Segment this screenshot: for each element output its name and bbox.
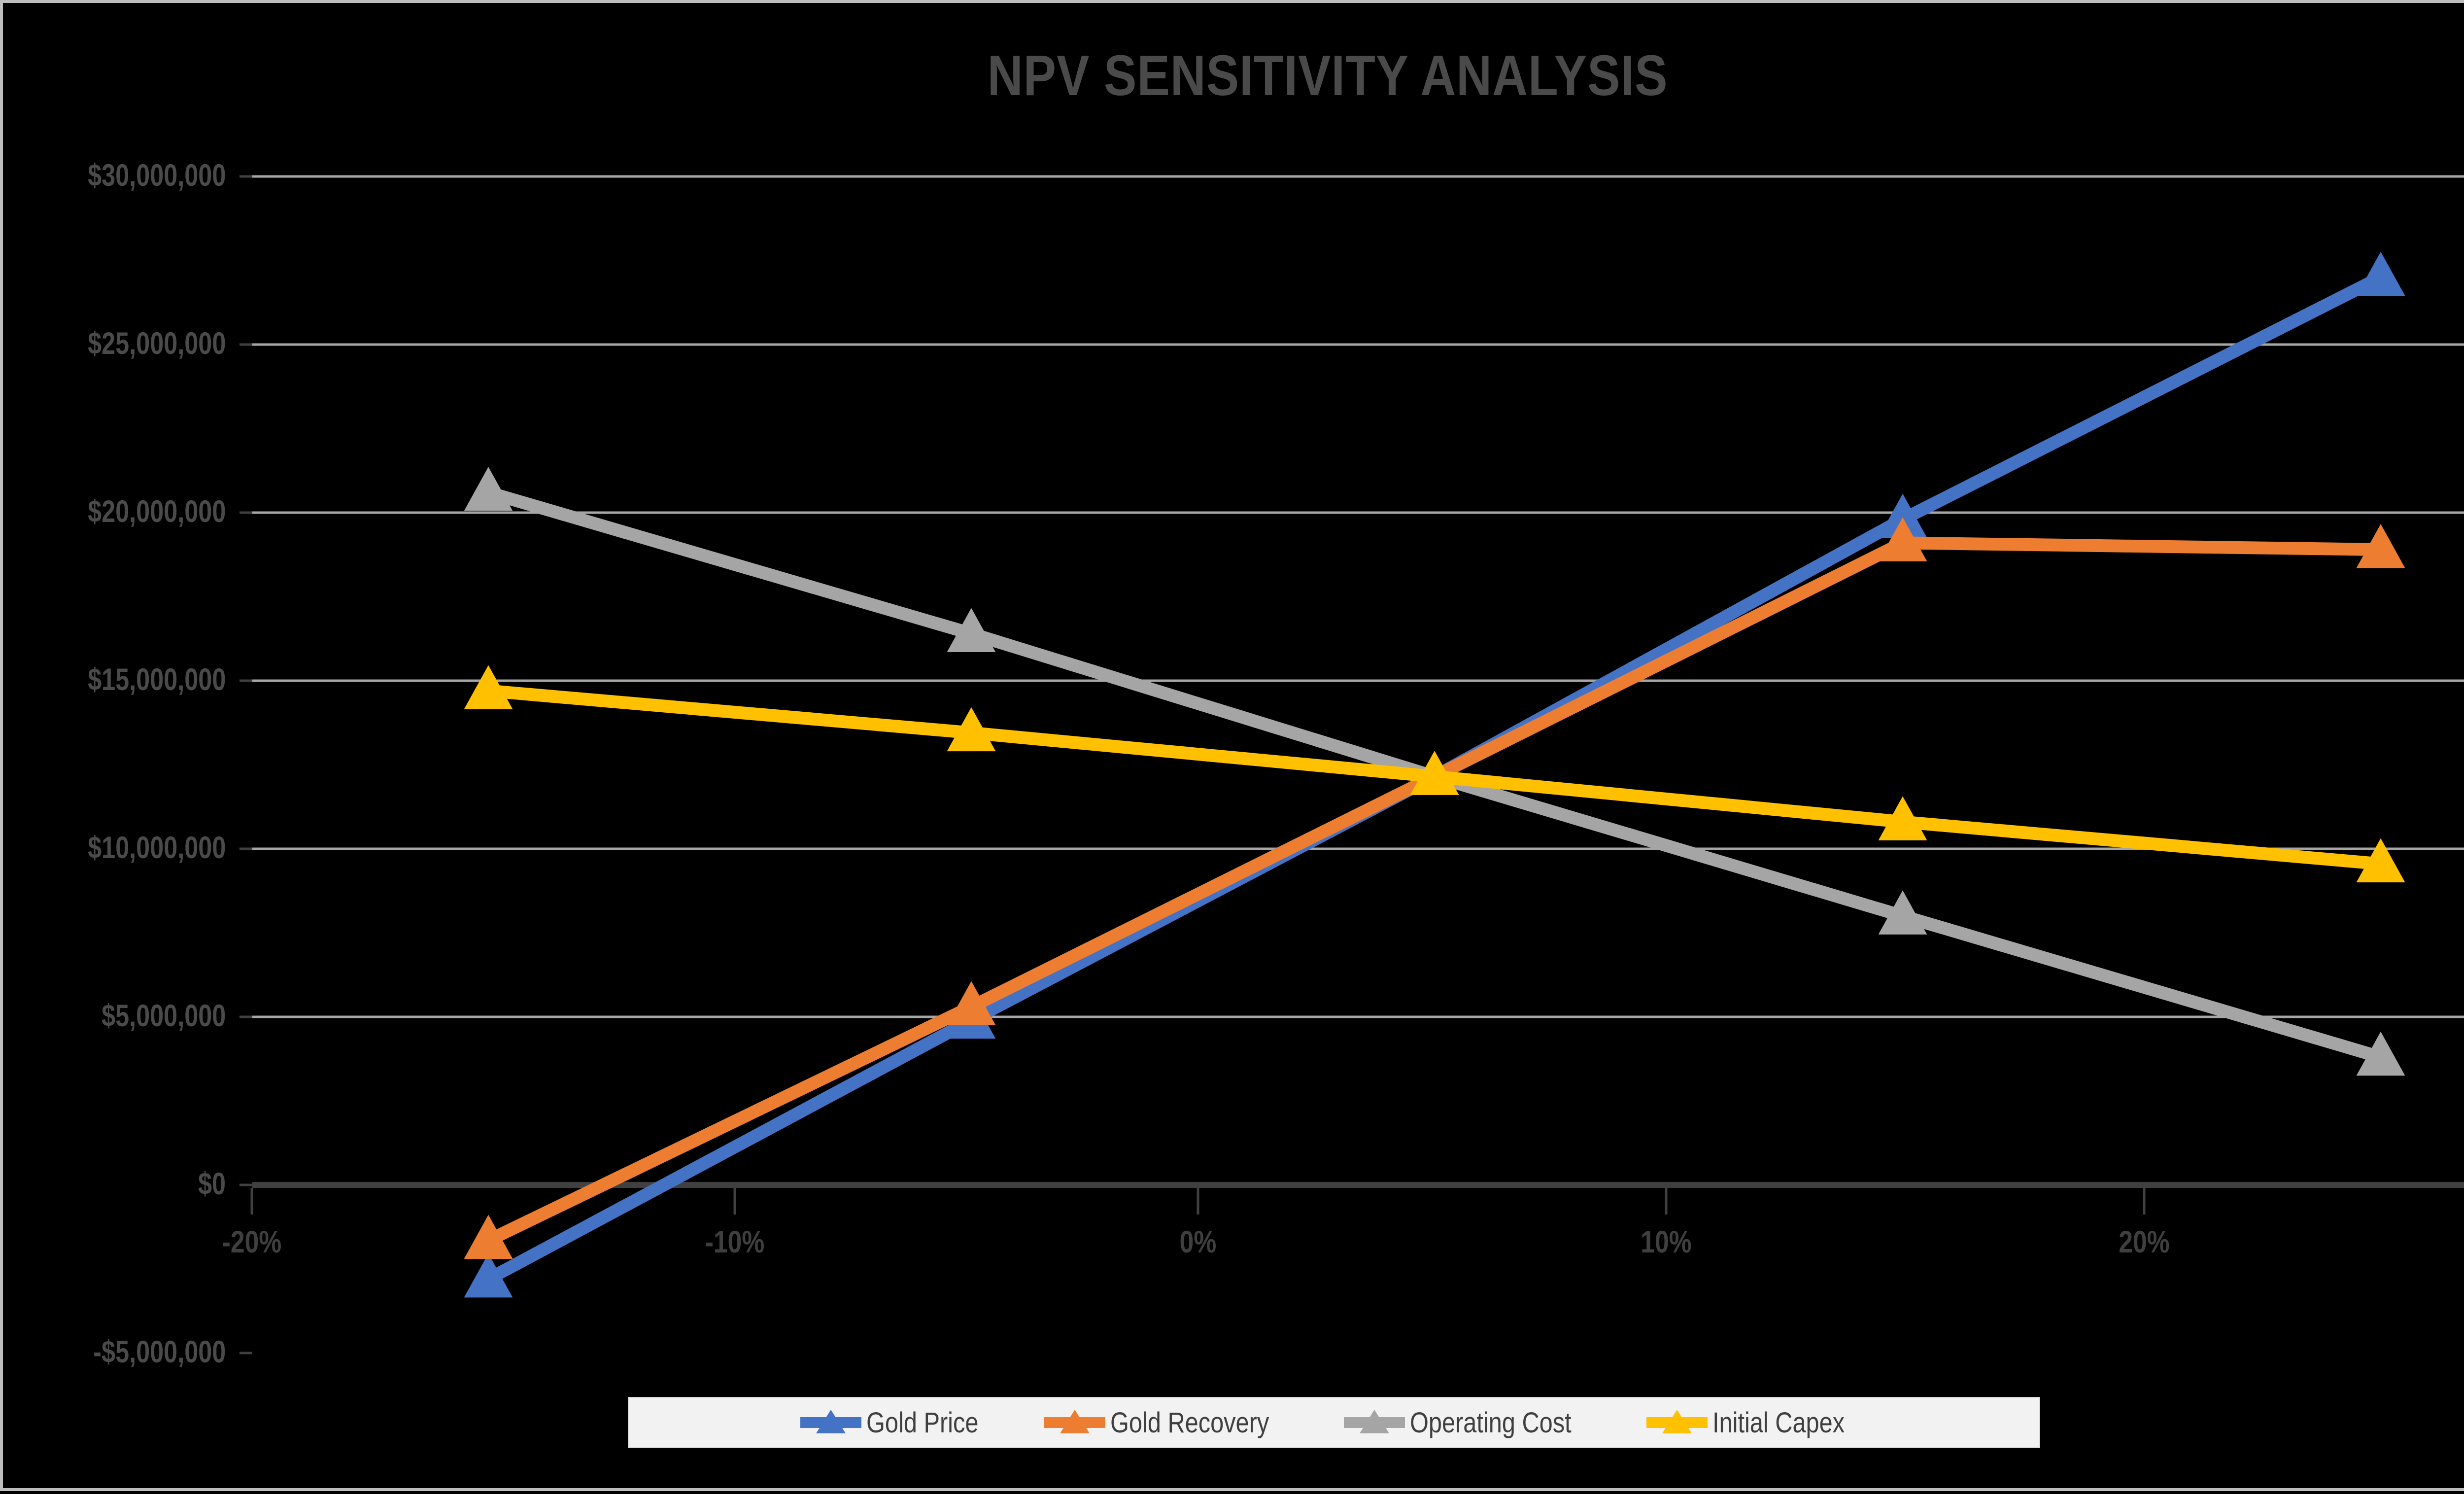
data-point-marker[interactable]: [947, 707, 996, 752]
data-point-marker[interactable]: [1878, 796, 1927, 840]
legend-item-label: Initial Capex: [1712, 1406, 1845, 1439]
data-point-marker[interactable]: [947, 981, 996, 1025]
data-point-marker[interactable]: [2356, 1031, 2405, 1076]
data-point-marker[interactable]: [464, 467, 513, 511]
legend-item-label: Operating Cost: [1409, 1406, 1572, 1439]
chart-legend[interactable]: Gold Price Gold Recovery Operating Cost Ini…: [628, 1397, 2040, 1448]
x-axis-tick-label: -10%: [705, 1225, 765, 1259]
data-point-marker[interactable]: [464, 1253, 513, 1298]
y-axis-tick-label: $25,000,000: [87, 326, 226, 361]
data-point-marker[interactable]: [1878, 890, 1927, 935]
legend-marker-icon: [1646, 1410, 1708, 1433]
data-point-marker[interactable]: [1878, 493, 1927, 538]
data-point-marker[interactable]: [464, 665, 513, 709]
legend-item-label: Gold Price: [866, 1406, 979, 1439]
data-point-marker[interactable]: [2356, 524, 2405, 568]
y-axis-tick-label: $10,000,000: [87, 831, 226, 865]
data-point-marker[interactable]: [464, 1215, 513, 1259]
legend-marker-icon: [1044, 1410, 1105, 1433]
legend-item-gold-price[interactable]: Gold Price: [798, 1403, 1000, 1442]
data-point-marker[interactable]: [2356, 838, 2405, 883]
data-point-marker[interactable]: [1410, 751, 1459, 795]
x-axis-tick-label: 10%: [1641, 1225, 1692, 1259]
x-axis-tick-label: 0%: [1179, 1225, 1217, 1259]
page-title: NPV SENSITIVITY ANALYSIS: [987, 43, 1668, 107]
y-axis-tick-label: $0: [198, 1167, 226, 1201]
data-point-marker[interactable]: [947, 608, 996, 652]
legend-item-initial-capex[interactable]: Initial Capex: [1644, 1403, 1870, 1442]
data-point-marker[interactable]: [1878, 517, 1927, 561]
series-line-gold-recovery[interactable]: [485, 536, 2381, 1247]
x-axis-tick-label: 20%: [2119, 1225, 2170, 1259]
y-axis-tick-label: -$5,000,000: [93, 1335, 226, 1369]
plot-area: [240, 175, 2464, 1355]
x-axis-tick-label: -20%: [222, 1225, 282, 1259]
y-axis-tick-label: $15,000,000: [87, 662, 226, 697]
legend-marker-icon: [1343, 1410, 1405, 1433]
legend-item-operating-cost[interactable]: Operating Cost: [1342, 1403, 1602, 1442]
legend-item-gold-recovery[interactable]: Gold Recovery: [1042, 1403, 1300, 1442]
legend-marker-icon: [800, 1410, 862, 1433]
y-axis-tick-label: $30,000,000: [87, 158, 226, 193]
legend-item-label: Gold Recovery: [1110, 1406, 1269, 1439]
data-point-marker[interactable]: [2356, 251, 2405, 296]
y-axis-tick-label: $5,000,000: [101, 999, 226, 1033]
y-axis-tick-label: $20,000,000: [87, 494, 226, 529]
